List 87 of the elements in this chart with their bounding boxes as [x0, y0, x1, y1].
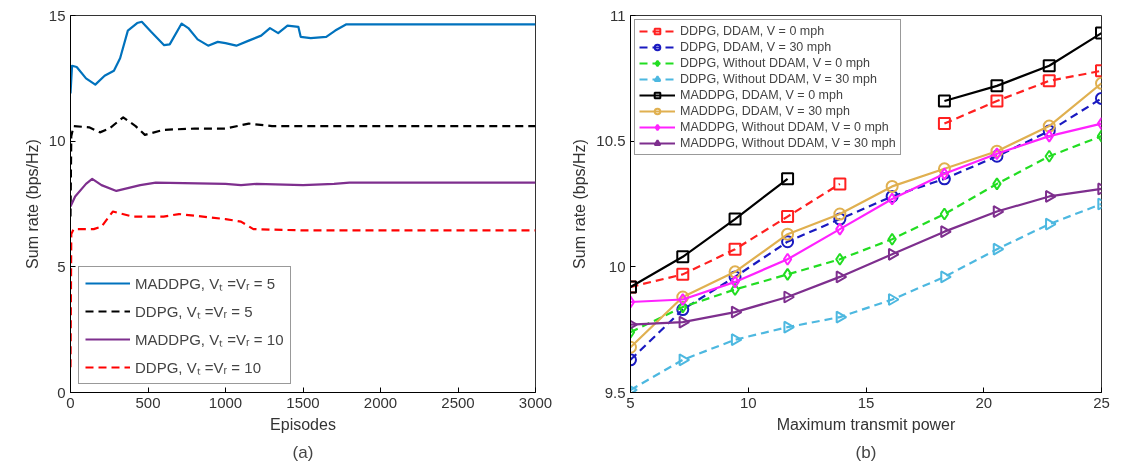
legend-label: DDPG, Without DDAM, V = 30 mph: [680, 72, 877, 86]
point: [1042, 74, 1056, 88]
x-tick-label: 10: [739, 393, 757, 411]
point: [939, 207, 950, 221]
point: [992, 205, 1005, 219]
point: [1042, 119, 1056, 133]
legend-label: MADDPG, DDAM, V = 30 mph: [680, 104, 850, 118]
x-tick-label: 2000: [363, 393, 398, 411]
point: [937, 117, 951, 131]
point: [833, 177, 847, 191]
point: [833, 212, 847, 226]
point: [730, 282, 740, 296]
y-axis-title: Sum rate (bps/Hz): [23, 139, 41, 269]
point: [730, 275, 740, 289]
point: [676, 267, 690, 281]
point: [676, 250, 690, 264]
point: [833, 207, 847, 221]
point: [940, 225, 952, 239]
point: [835, 252, 845, 266]
point: [678, 315, 691, 329]
legend-label: DDPG, Vₜ =Vᵣ = 10: [135, 358, 261, 377]
point: [728, 265, 742, 279]
point: [1042, 59, 1056, 73]
point: [885, 179, 899, 193]
x-tick-label: 1000: [208, 393, 243, 411]
point: [887, 293, 900, 307]
point: [678, 353, 691, 367]
legend-label: MADDPG, Without DDAM, V = 30 mph: [680, 136, 896, 150]
x-tick-label: 25: [1093, 393, 1110, 411]
point: [782, 252, 793, 266]
y-tick-label: 10.5: [596, 132, 626, 150]
line-series: [70, 177, 536, 208]
x-tick-label: 20: [975, 393, 993, 411]
point: [992, 242, 1005, 256]
x-tick-label: 15: [857, 393, 875, 411]
point: [781, 235, 795, 249]
legend-label: DDPG, DDAM, V = 30 mph: [680, 40, 832, 54]
point: [887, 247, 900, 261]
y-tick-label: 5: [57, 257, 66, 275]
y-tick-label: 15: [48, 6, 66, 24]
point: [783, 290, 795, 304]
x-tick-label: 1500: [286, 393, 320, 411]
y-tick-label: 10: [608, 257, 626, 275]
point: [1042, 124, 1056, 138]
point: [992, 177, 1002, 191]
point: [835, 222, 845, 236]
point: [835, 270, 848, 284]
point: [1044, 149, 1054, 163]
point: [781, 227, 795, 241]
x-tick-label: 500: [135, 393, 161, 411]
legend-label: DDPG, Vₜ =Vᵣ = 5: [135, 302, 253, 321]
point: [782, 267, 793, 281]
text: (b): [855, 442, 877, 462]
point: [728, 270, 742, 284]
y-tick-label: 11: [609, 6, 626, 24]
point: [990, 79, 1004, 93]
point: [1044, 129, 1054, 143]
legend-label: MADDPG, Vₜ =Vᵣ = 10: [135, 330, 284, 349]
point: [835, 310, 848, 324]
legend-label: MADDPG, DDAM, V = 0 mph: [680, 88, 843, 102]
y-tick-label: 10: [48, 132, 66, 150]
point: [940, 270, 952, 284]
point: [937, 172, 951, 186]
line-series: [70, 20, 536, 95]
point: [990, 94, 1004, 108]
point: [937, 94, 951, 108]
legend-label: MADDPG, Vₜ =Vᵣ = 5: [135, 274, 276, 293]
y-axis-title: Sum rate (bps/Hz): [571, 139, 589, 269]
point: [887, 232, 897, 246]
text: (a): [292, 442, 314, 462]
point: [730, 333, 743, 347]
y-tick-label: 9.5: [604, 383, 626, 401]
point: [730, 305, 743, 319]
point: [783, 320, 795, 334]
point: [937, 162, 951, 176]
point: [781, 210, 795, 224]
x-tick-label: 2500: [441, 393, 475, 411]
legend-label: DDPG, DDAM, V = 0 mph: [680, 24, 825, 38]
point: [939, 167, 950, 181]
x-tick-label: 3000: [518, 393, 553, 411]
point: [781, 172, 795, 186]
point: [728, 242, 742, 256]
legend-label: MADDPG, Without DDAM, V = 0 mph: [680, 120, 889, 134]
point: [728, 212, 742, 226]
x-axis-title: Episodes: [270, 415, 336, 433]
x-axis-title: Maximum transmit power: [776, 415, 957, 433]
legend-label: DDPG, Without DDAM, V = 0 mph: [680, 56, 870, 70]
